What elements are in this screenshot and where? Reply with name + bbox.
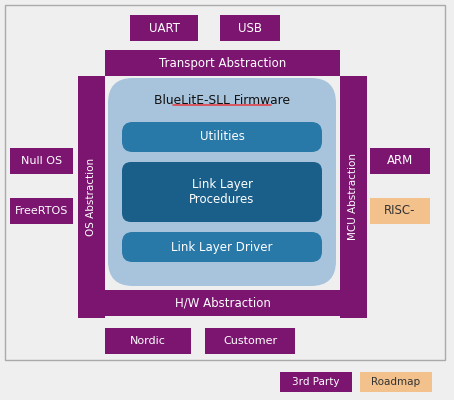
Text: UART: UART xyxy=(148,22,179,34)
FancyBboxPatch shape xyxy=(108,78,336,286)
Bar xyxy=(78,76,105,318)
Bar xyxy=(280,372,352,392)
Text: BlueLitE-SLL Firmware: BlueLitE-SLL Firmware xyxy=(154,94,290,106)
Bar xyxy=(105,290,340,316)
Text: Roadmap: Roadmap xyxy=(371,377,420,387)
Text: MCU Abstraction: MCU Abstraction xyxy=(349,154,359,240)
Text: 3rd Party: 3rd Party xyxy=(292,377,340,387)
Bar xyxy=(5,5,445,360)
Bar xyxy=(370,198,430,224)
Text: RISC-: RISC- xyxy=(384,204,416,218)
Text: ARM: ARM xyxy=(387,154,413,168)
FancyBboxPatch shape xyxy=(122,162,322,222)
Bar xyxy=(220,15,280,41)
Bar xyxy=(10,198,73,224)
Text: Customer: Customer xyxy=(223,336,277,346)
Text: Null OS: Null OS xyxy=(21,156,62,166)
FancyBboxPatch shape xyxy=(122,122,322,152)
Bar xyxy=(105,328,191,354)
Bar xyxy=(105,50,340,76)
Text: H/W Abstraction: H/W Abstraction xyxy=(174,296,271,310)
Text: Nordic: Nordic xyxy=(130,336,166,346)
Bar xyxy=(370,148,430,174)
Text: Utilities: Utilities xyxy=(200,130,244,144)
Text: OS Abstraction: OS Abstraction xyxy=(87,158,97,236)
Bar xyxy=(130,15,198,41)
FancyBboxPatch shape xyxy=(122,232,322,262)
Bar xyxy=(205,328,295,354)
Text: Link Layer Driver: Link Layer Driver xyxy=(171,240,273,254)
Text: Link Layer
Procedures: Link Layer Procedures xyxy=(189,178,255,206)
Bar xyxy=(360,372,432,392)
Bar xyxy=(10,148,73,174)
Text: FreeRTOS: FreeRTOS xyxy=(15,206,68,216)
Text: Transport Abstraction: Transport Abstraction xyxy=(159,56,286,70)
Text: USB: USB xyxy=(238,22,262,34)
Bar xyxy=(340,76,367,318)
